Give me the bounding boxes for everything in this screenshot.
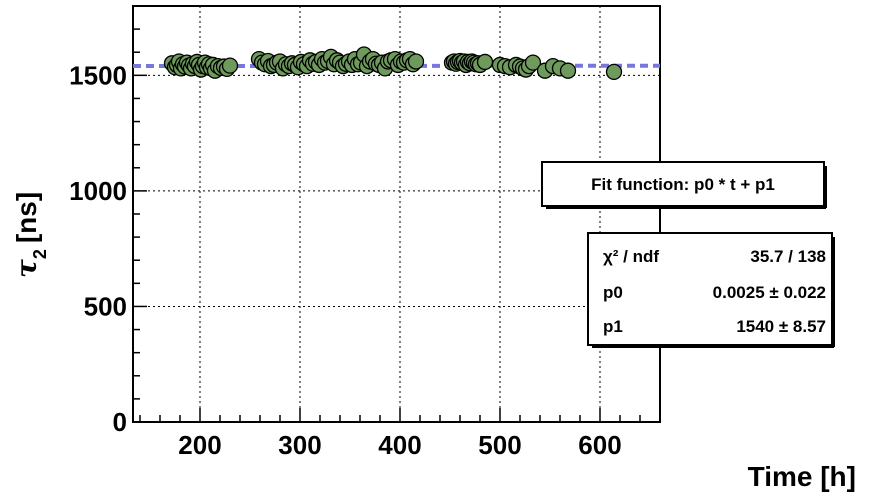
y-tick-label: 1500 — [69, 60, 127, 90]
ticks-layer — [133, 5, 661, 423]
grid-layer — [133, 6, 660, 422]
y-tick-label: 0 — [113, 407, 127, 437]
data-point — [221, 57, 239, 74]
data-point — [524, 54, 542, 71]
data-point — [407, 53, 425, 70]
y-axis-title-unit: [ns] — [11, 192, 42, 243]
stats-chi2-name: χ² / ndf — [603, 247, 659, 266]
x-tick-label: 300 — [278, 430, 321, 460]
x-tick-label: 600 — [578, 430, 621, 460]
x-tick-label: 400 — [378, 430, 421, 460]
fit-function-label: Fit function: p0 * t + p1 — [591, 175, 775, 194]
tick-labels-layer: 200 300 400 500 600 0 500 1000 1500 — [69, 60, 622, 460]
y-tick-label: 500 — [84, 291, 127, 321]
stats-p1-name: p1 — [603, 317, 623, 336]
data-points — [163, 46, 623, 81]
data-point — [605, 63, 623, 81]
x-tick-label: 500 — [478, 430, 521, 460]
y-axis-title-subscript: 2 — [30, 249, 50, 259]
stats-p1-value: 1540 ± 8.57 — [736, 317, 826, 336]
stats-p0-name: p0 — [603, 283, 623, 302]
y-axis-title: τ2 [ns] — [10, 192, 50, 278]
fit-function-box: Fit function: p0 * t + p1 — [541, 161, 827, 209]
y-tick-label: 1000 — [69, 176, 127, 206]
data-point — [559, 62, 577, 79]
stats-chi2-value: 35.7 / 138 — [750, 247, 826, 266]
x-tick-label: 200 — [178, 430, 221, 460]
y-axis-title-symbol: τ — [10, 259, 43, 278]
fit-stats-box: χ² / ndf 35.7 / 138 p0 0.0025 ± 0.022 p1… — [587, 232, 835, 348]
data-point — [476, 53, 494, 71]
stats-p0-value: 0.0025 ± 0.022 — [713, 283, 826, 302]
x-axis-title: Time [h] — [748, 461, 856, 492]
